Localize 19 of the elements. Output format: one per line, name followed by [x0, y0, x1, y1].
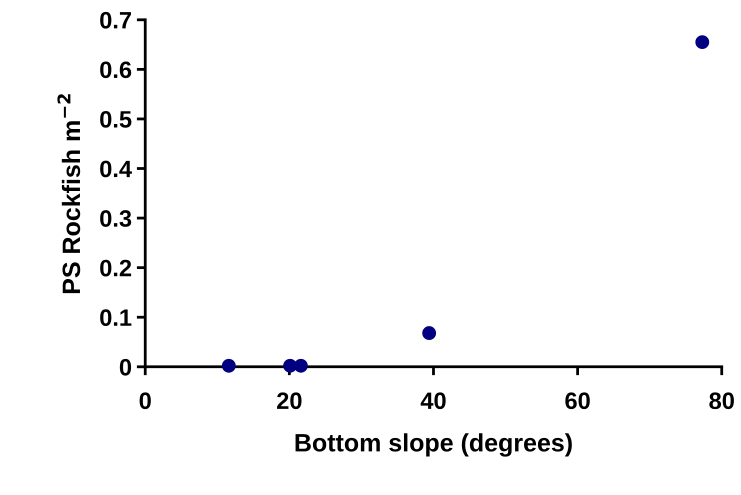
y-tick-label: 0.3 — [100, 210, 132, 227]
y-tick-label: 0 — [120, 358, 132, 376]
point — [222, 358, 236, 373]
x-tick-label: 80 — [709, 392, 734, 410]
y-tick-label: 0.7 — [100, 12, 132, 29]
x-axis-title: Bottom slope (degrees) — [296, 433, 572, 457]
point — [422, 326, 436, 340]
y-axis-title: PS Rockfish m$^{−2}$ — [57, 94, 80, 294]
y-tick-label: 0.5 — [100, 111, 132, 128]
point — [695, 35, 710, 50]
x-tick-label: 40 — [420, 392, 446, 410]
y-tick-label: 0.2 — [100, 260, 132, 276]
y-tick-label: 0.6 — [100, 61, 132, 78]
x-tick-label: 60 — [565, 392, 590, 410]
y-tick-label: 0.1 — [100, 309, 132, 326]
y-tick-label: 0.4 — [100, 160, 132, 178]
x-tick-label: 0 — [140, 392, 151, 410]
x-tick-label: 20 — [277, 392, 302, 410]
point — [294, 358, 308, 373]
